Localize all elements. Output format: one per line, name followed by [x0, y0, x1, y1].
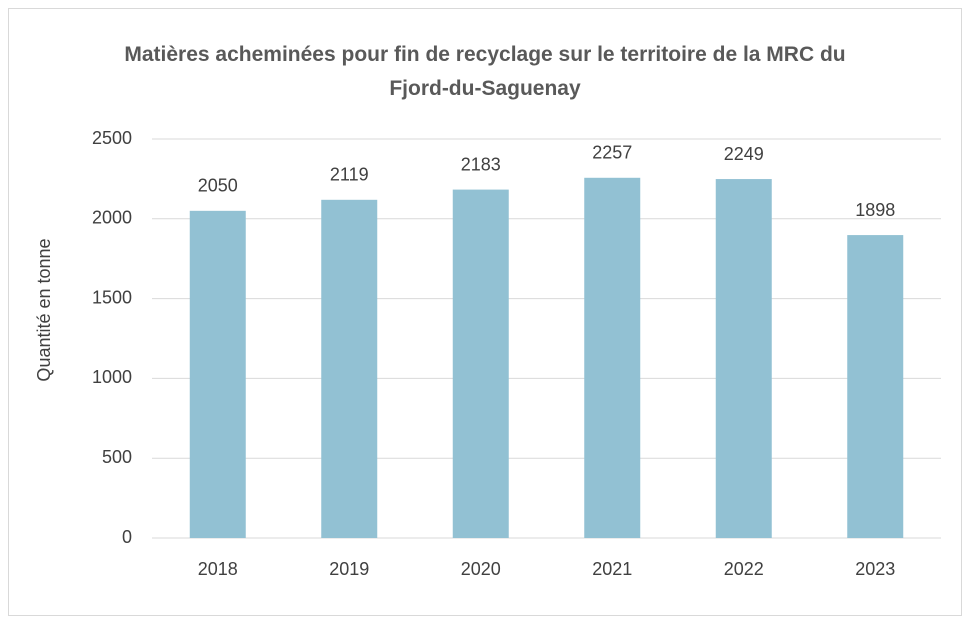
- y-tick-label: 0: [122, 527, 132, 547]
- data-label: 2050: [198, 176, 238, 196]
- y-tick-label: 1000: [92, 367, 132, 387]
- bar: [189, 210, 246, 538]
- bar: [321, 199, 378, 538]
- y-tick-label: 2500: [92, 128, 132, 148]
- bar: [715, 179, 772, 538]
- chart-title: Matières acheminées pour fin de recyclag…: [124, 43, 846, 100]
- bar: [847, 235, 904, 538]
- data-label: 2119: [330, 165, 369, 185]
- y-tick-label: 500: [102, 447, 132, 467]
- data-label: 2257: [592, 143, 632, 163]
- x-tick-label: 2023: [855, 559, 895, 579]
- bar: [452, 189, 509, 538]
- data-label: 2249: [724, 144, 764, 164]
- bar: [584, 177, 641, 538]
- y-tick-label: 1500: [92, 287, 132, 307]
- x-tick-label: 2018: [198, 559, 238, 579]
- x-tick-label: 2021: [592, 559, 632, 579]
- data-label: 1898: [855, 200, 895, 220]
- x-tick-label: 2022: [724, 559, 764, 579]
- y-axis-label: Quantité en tonne: [34, 238, 54, 381]
- y-tick-label: 2000: [92, 208, 132, 228]
- data-label: 2183: [461, 154, 501, 174]
- x-tick-label: 2020: [461, 559, 501, 579]
- x-tick-label: 2019: [329, 559, 369, 579]
